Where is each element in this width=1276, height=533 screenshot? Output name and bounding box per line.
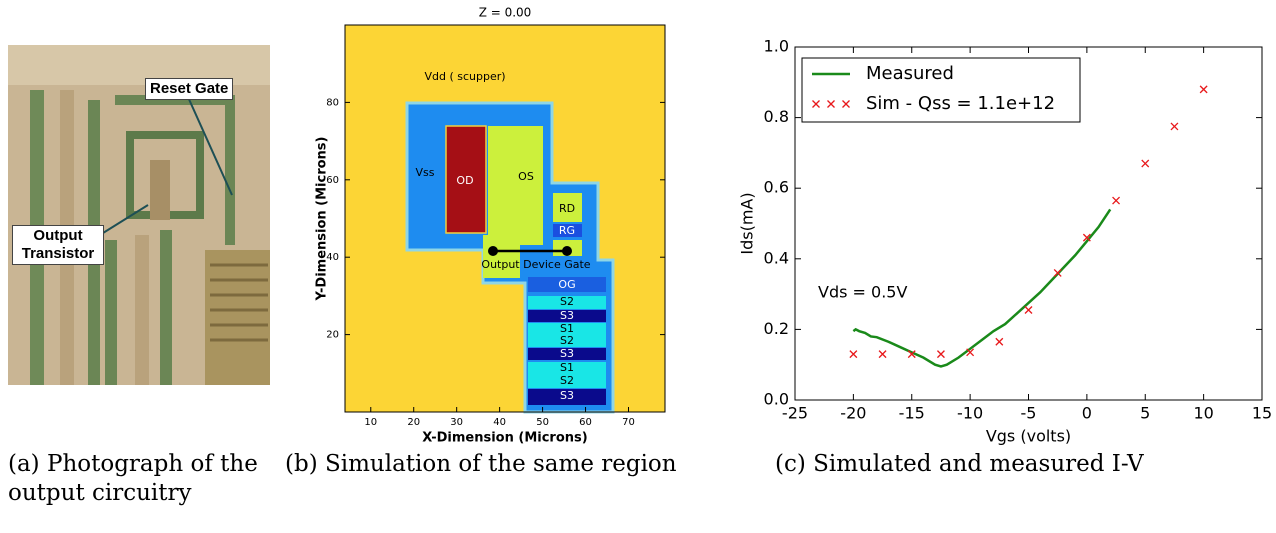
y-tick-label: 0.2 [764, 319, 789, 338]
marker-stroke [1082, 233, 1091, 242]
caption: (b) Simulation of the same region [285, 451, 677, 477]
y-tick-label: 0.4 [764, 248, 789, 267]
x-tick-label: -25 [782, 404, 808, 423]
caption: (c) Simulated and measured I-V [775, 451, 1144, 477]
y-tick-label: 80 [326, 97, 339, 108]
x-axis-label: X-Dimension (Microns) [422, 431, 587, 446]
marker [812, 100, 820, 108]
simulation-axes: Z = 0.00 X-Dimension (Microns) Y-Dimension… [315, 6, 665, 446]
x-tick-label: 30 [450, 417, 463, 428]
caption: (a) Photograph of the output circuitry [8, 451, 258, 506]
x-tick-label: 60 [579, 417, 592, 428]
y-tick-label: 60 [326, 175, 339, 186]
annotation: Vds = 0.5V [818, 283, 907, 302]
marker [842, 100, 850, 108]
output-transistor-label: Output Transistor [12, 225, 104, 265]
x-tick-label: 70 [622, 417, 635, 428]
marker-stroke [849, 350, 858, 359]
marker-stroke [966, 348, 975, 357]
marker [1112, 196, 1121, 205]
marker [966, 348, 975, 357]
region-label: S3 [560, 309, 574, 322]
y-tick-label: 0.8 [764, 107, 789, 126]
marker-stroke [907, 350, 916, 359]
legend-label: Measured [866, 63, 954, 84]
marker [1053, 268, 1062, 277]
simulation-map [344, 24, 666, 414]
region-label: Vdd ( scupper) [424, 70, 505, 83]
x-tick-label: 20 [407, 417, 420, 428]
marker-stroke [936, 350, 945, 359]
x-tick-label: -15 [899, 404, 925, 423]
chart-title: Z = 0.00 [479, 6, 532, 20]
marker-stroke [1024, 306, 1033, 314]
region-label: Vss [416, 166, 435, 179]
marker [1082, 233, 1091, 242]
region-label: Output Device Gate [481, 258, 590, 271]
marker-stroke [1112, 196, 1121, 205]
marker [1170, 122, 1179, 131]
region-label: OG [558, 278, 575, 291]
region-label: OS [518, 170, 534, 183]
x-tick-label: 10 [1193, 404, 1213, 423]
marker-stroke [1053, 268, 1062, 277]
y-tick-label: 0.6 [764, 178, 789, 197]
y-tick-label: 0.0 [764, 390, 789, 409]
marker [827, 100, 835, 108]
region-label: RD [559, 202, 575, 215]
x-tick-label: 40 [493, 417, 506, 428]
x-tick-label: -20 [840, 404, 866, 423]
reset-gate-label: Reset Gate [145, 78, 234, 100]
marker-stroke [878, 350, 887, 359]
legend-label: Sim - Qss = 1.1e+12 [866, 93, 1055, 114]
x-tick-label: 15 [1252, 404, 1272, 423]
x-tick-label: 10 [364, 417, 377, 428]
y-tick-label: 40 [326, 252, 339, 263]
y-tick-label: 1.0 [764, 37, 789, 56]
marker-stroke [1141, 159, 1150, 168]
legend-box [801, 57, 1081, 123]
region-label: S3 [560, 347, 574, 360]
x-tick-label: 50 [536, 417, 549, 428]
x-tick-label: -10 [957, 404, 983, 423]
marker-stroke [842, 100, 850, 108]
photo [8, 45, 270, 385]
x-tick-label: 0 [1082, 404, 1092, 423]
iv-chart: -25 -20 -15 -10 -5 0 5 10 15 0.0 0.2 0.4 0.6 0.8 1.0 Vg… [738, 37, 1273, 446]
x-tick-label: 5 [1140, 404, 1150, 423]
region-label: S2 [560, 334, 574, 347]
marker [995, 337, 1004, 346]
x-tick-label: -5 [1021, 404, 1037, 423]
y-tick-label: 20 [326, 330, 339, 341]
marker [1141, 159, 1150, 168]
region-label: S3 [560, 389, 574, 402]
region-label: OD [456, 174, 473, 187]
marker-stroke [1199, 85, 1208, 94]
marker-stroke [827, 100, 835, 108]
marker [907, 350, 916, 359]
marker-stroke [995, 337, 1004, 346]
marker [936, 350, 945, 359]
region-label: S1 [560, 322, 574, 335]
marker-stroke [1170, 122, 1179, 131]
region-label: S2 [560, 374, 574, 387]
region-label: RG [559, 224, 575, 237]
marker [1199, 85, 1208, 94]
region-label: S2 [560, 295, 574, 308]
marker [849, 350, 858, 359]
y-axis-label: Y-Dimension (Microns) [315, 137, 330, 302]
marker-stroke [812, 100, 820, 108]
marker [878, 350, 887, 359]
marker [1024, 306, 1033, 314]
y-axis-label: Ids(mA) [738, 192, 757, 254]
x-axis-label: Vgs (volts) [986, 427, 1071, 446]
region-label: S1 [560, 361, 574, 374]
